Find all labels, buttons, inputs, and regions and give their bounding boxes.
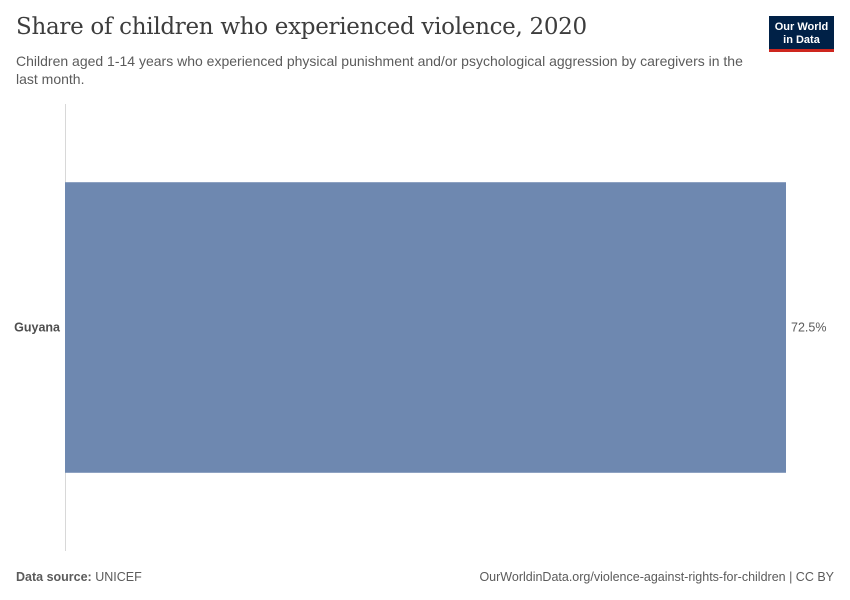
logo-line-1: Our World bbox=[774, 21, 829, 33]
category-label: Guyana bbox=[14, 321, 61, 335]
footer-url-link[interactable]: OurWorldinData.org/violence-against-righ… bbox=[479, 570, 834, 584]
footer-source: Data source: UNICEF bbox=[16, 570, 142, 584]
source-value: UNICEF bbox=[95, 570, 142, 584]
chart-subtitle: Children aged 1-14 years who experienced… bbox=[16, 53, 743, 87]
source-label: Data source: bbox=[16, 570, 92, 584]
bars-group: Guyana 72.5% bbox=[14, 182, 826, 473]
logo-line-2: in Data bbox=[783, 34, 820, 46]
bar-guyana[interactable] bbox=[65, 182, 786, 473]
chart-title: Share of children who experienced violen… bbox=[16, 14, 587, 40]
owid-logo[interactable]: Our World in Data bbox=[769, 16, 834, 52]
value-label: 72.5% bbox=[791, 321, 826, 335]
